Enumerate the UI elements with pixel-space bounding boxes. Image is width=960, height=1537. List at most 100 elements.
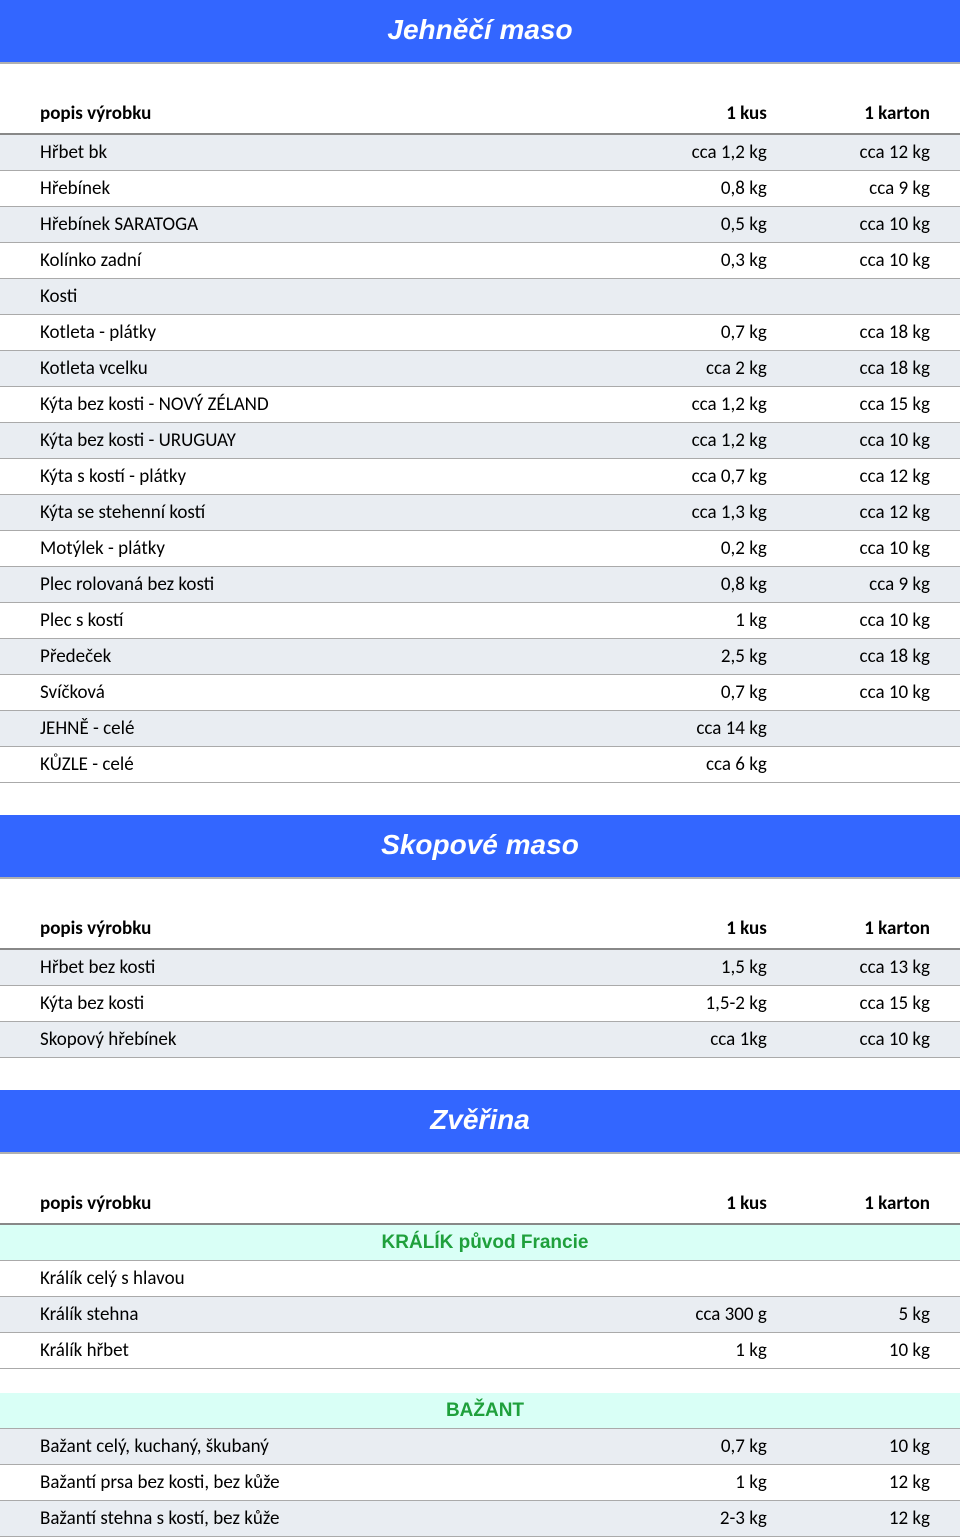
table-row: Kýta bez kosti1,5-2 kgcca 15 kg — [0, 986, 960, 1022]
cell-name: Kýta s kostí - plátky — [0, 459, 634, 495]
cell-name: Bažantí prsa bez kosti, bez kůže — [0, 1464, 634, 1500]
cell-q2: 10 kg — [797, 1333, 960, 1369]
cell-q1: 0,8 kg — [634, 567, 797, 603]
cell-q2: cca 10 kg — [797, 243, 960, 279]
cell-q2: cca 13 kg — [797, 949, 960, 986]
table-row: Předeček2,5 kgcca 18 kg — [0, 639, 960, 675]
col-header-q2: 1 karton — [797, 92, 960, 134]
table-skopove: popis výrobku 1 kus 1 karton Hřbet bez k… — [0, 907, 960, 1058]
cell-q1: 1 kg — [634, 1333, 797, 1369]
cell-q1: cca 2 kg — [634, 351, 797, 387]
table-row: Plec s kostí1 kgcca 10 kg — [0, 603, 960, 639]
cell-name: KŮZLE - celé — [0, 747, 634, 783]
table-row: Kotleta - plátky0,7 kgcca 18 kg — [0, 315, 960, 351]
col-header-q1: 1 kus — [634, 907, 797, 949]
cell-q2 — [797, 1261, 960, 1297]
cell-name: Hřbet bez kosti — [0, 949, 634, 986]
cell-q2: cca 10 kg — [797, 423, 960, 459]
cell-q2: cca 15 kg — [797, 387, 960, 423]
cell-name: Předeček — [0, 639, 634, 675]
cell-name: Svíčková — [0, 675, 634, 711]
cell-name: Bažant celý, kuchaný, škubaný — [0, 1428, 634, 1464]
cell-q1: cca 6 kg — [634, 747, 797, 783]
cell-q1: cca 1,2 kg — [634, 134, 797, 171]
cell-q2: cca 12 kg — [797, 459, 960, 495]
cell-q2: cca 10 kg — [797, 1022, 960, 1058]
cell-q1: 0,2 kg — [634, 531, 797, 567]
cell-q1: 1 kg — [634, 1464, 797, 1500]
cell-q1 — [634, 1261, 797, 1297]
table-row: Králík celý s hlavou — [0, 1261, 960, 1297]
cell-q1: cca 1,2 kg — [634, 387, 797, 423]
col-header-name: popis výrobku — [0, 1182, 634, 1224]
cell-name: Plec rolovaná bez kosti — [0, 567, 634, 603]
table-row: Hřebínek SARATOGA0,5 kgcca 10 kg — [0, 207, 960, 243]
cell-q2: 5 kg — [797, 1297, 960, 1333]
cell-name: Kotleta - plátky — [0, 315, 634, 351]
table-row: Kýta s kostí - plátkycca 0,7 kgcca 12 kg — [0, 459, 960, 495]
cell-q1: 0,8 kg — [634, 171, 797, 207]
cell-q1: 0,7 kg — [634, 675, 797, 711]
subhead-label: BAŽANT — [446, 1400, 524, 1421]
cell-q1: 2-3 kg — [634, 1500, 797, 1536]
cell-name: Králík hřbet — [0, 1333, 634, 1369]
cell-q1: 0,7 kg — [634, 1428, 797, 1464]
cell-name: Kýta bez kosti — [0, 986, 634, 1022]
cell-q1: 2,5 kg — [634, 639, 797, 675]
cell-q1: 0,3 kg — [634, 243, 797, 279]
cell-name: Plec s kostí — [0, 603, 634, 639]
cell-name: Kýta se stehenní kostí — [0, 495, 634, 531]
col-header-q1: 1 kus — [634, 92, 797, 134]
table-row: Hřebínek0,8 kgcca 9 kg — [0, 171, 960, 207]
table-row: Svíčková0,7 kgcca 10 kg — [0, 675, 960, 711]
cell-name: Hřebínek SARATOGA — [0, 207, 634, 243]
cell-q1: cca 1,3 kg — [634, 495, 797, 531]
table-row: Kýta bez kosti - URUGUAYcca 1,2 kgcca 10… — [0, 423, 960, 459]
cell-q1: 1 kg — [634, 603, 797, 639]
cell-q2: 12 kg — [797, 1464, 960, 1500]
cell-name: JEHNĚ - celé — [0, 711, 634, 747]
cell-name: Kotleta vcelku — [0, 351, 634, 387]
table-row: Bažant celý, kuchaný, škubaný0,7 kg10 kg — [0, 1428, 960, 1464]
cell-name: Motýlek - plátky — [0, 531, 634, 567]
table-row: Bažantí prsa bez kosti, bez kůže1 kg12 k… — [0, 1464, 960, 1500]
cell-q2: cca 10 kg — [797, 675, 960, 711]
section-title-skopove: Skopové maso — [0, 815, 960, 879]
cell-q1: cca 14 kg — [634, 711, 797, 747]
col-header-name: popis výrobku — [0, 92, 634, 134]
col-header-q1: 1 kus — [634, 1182, 797, 1224]
table-row: KŮZLE - celécca 6 kg — [0, 747, 960, 783]
cell-q2: cca 18 kg — [797, 315, 960, 351]
cell-q2: 10 kg — [797, 1428, 960, 1464]
cell-q2: cca 18 kg — [797, 639, 960, 675]
cell-q2: cca 9 kg — [797, 567, 960, 603]
cell-q1: 1,5-2 kg — [634, 986, 797, 1022]
cell-q1: cca 1,2 kg — [634, 423, 797, 459]
cell-q2: cca 10 kg — [797, 207, 960, 243]
table-row: Králík stehnacca 300 g5 kg — [0, 1297, 960, 1333]
section-title-jehneci: Jehněčí maso — [0, 0, 960, 64]
cell-q2: cca 12 kg — [797, 495, 960, 531]
cell-name: Skopový hřebínek — [0, 1022, 634, 1058]
table-row: Kotleta vcelkucca 2 kgcca 18 kg — [0, 351, 960, 387]
table-jehneci: popis výrobku 1 kus 1 karton Hřbet bkcca… — [0, 92, 960, 783]
section-title-zverina: Zvěřina — [0, 1090, 960, 1154]
table-row: Plec rolovaná bez kosti0,8 kgcca 9 kg — [0, 567, 960, 603]
cell-q1: cca 300 g — [634, 1297, 797, 1333]
cell-q1: 0,7 kg — [634, 315, 797, 351]
col-header-q2: 1 karton — [797, 907, 960, 949]
table-row: JEHNĚ - celécca 14 kg — [0, 711, 960, 747]
table-row: Kýta se stehenní kostícca 1,3 kgcca 12 k… — [0, 495, 960, 531]
cell-name: Kosti — [0, 279, 634, 315]
cell-name: Kýta bez kosti - NOVÝ ZÉLAND — [0, 387, 634, 423]
cell-q2: 12 kg — [797, 1500, 960, 1536]
cell-q2: cca 10 kg — [797, 531, 960, 567]
table-row: Motýlek - plátky0,2 kgcca 10 kg — [0, 531, 960, 567]
cell-q1: cca 0,7 kg — [634, 459, 797, 495]
cell-q2: cca 12 kg — [797, 134, 960, 171]
cell-name: Bažantí stehna s kostí, bez kůže — [0, 1500, 634, 1536]
cell-q2 — [797, 279, 960, 315]
cell-name: Hřbet bk — [0, 134, 634, 171]
cell-q2: cca 9 kg — [797, 171, 960, 207]
cell-name: Králík celý s hlavou — [0, 1261, 634, 1297]
